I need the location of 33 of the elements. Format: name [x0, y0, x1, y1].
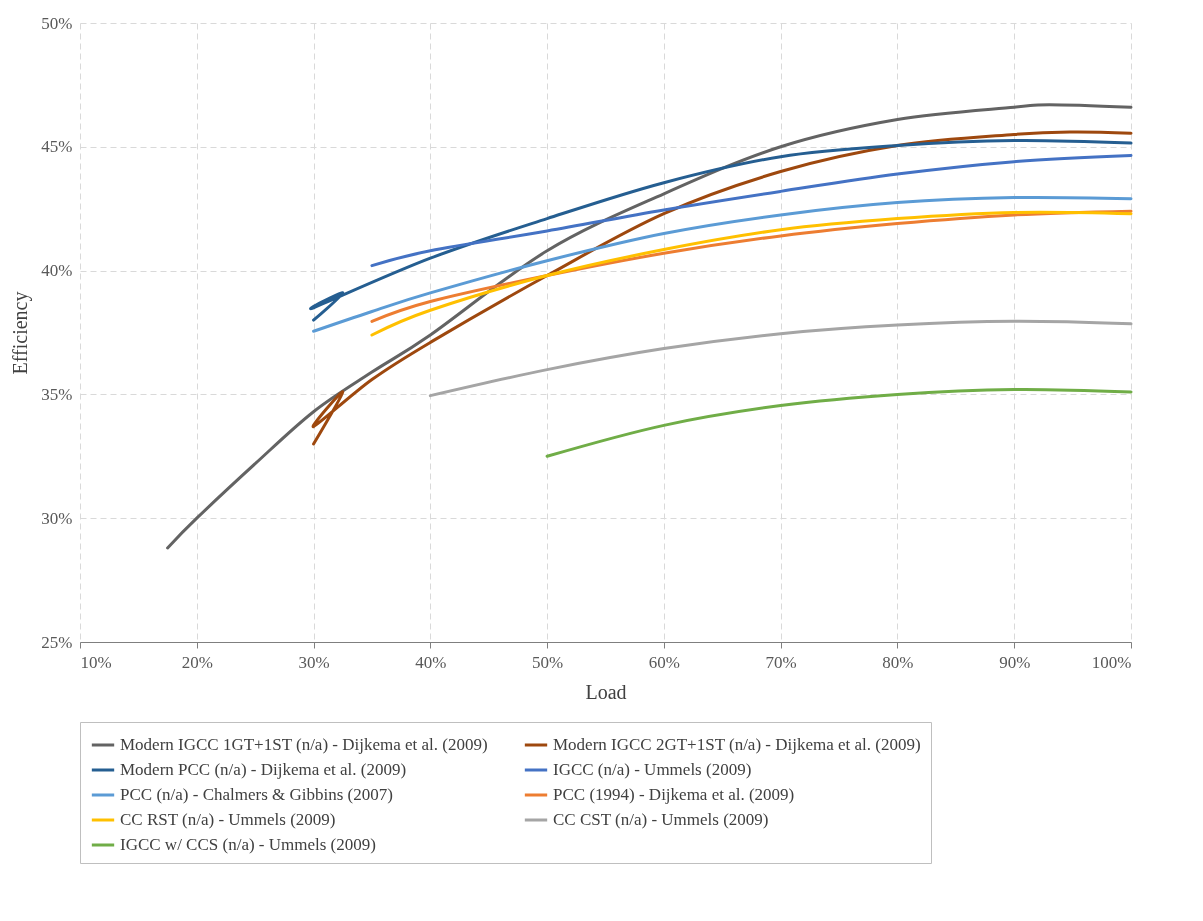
- legend-label: IGCC (n/a) - Ummels (2009): [553, 760, 752, 779]
- x-tick-label: 70%: [765, 652, 797, 672]
- legend-label: Modern PCC (n/a) - Dijkema et al. (2009): [120, 760, 407, 779]
- line-series: [166, 103, 1133, 550]
- line-series: [428, 319, 1133, 398]
- legend-label: PCC (1994) - Dijkema et al. (2009): [553, 785, 795, 804]
- y-tick-label: 40%: [41, 261, 73, 281]
- x-tick-label: 10%: [80, 652, 112, 672]
- y-tick-label: 25%: [41, 632, 73, 652]
- x-tick-label: 50%: [532, 652, 564, 672]
- x-tick-label: 20%: [181, 652, 213, 672]
- x-tick-label: 90%: [999, 652, 1031, 672]
- x-tick-label: 80%: [882, 652, 914, 672]
- legend-label: Modern IGCC 2GT+1ST (n/a) - Dijkema et al. (2009): [553, 735, 921, 754]
- y-axis-title: Efficiency: [9, 291, 33, 375]
- x-tick-label: 60%: [648, 652, 680, 672]
- y-tick-label: 35%: [41, 384, 73, 404]
- legend-label: IGCC w/ CCS (n/a) - Ummels (2009): [120, 835, 376, 854]
- x-axis-title: Load: [585, 680, 627, 703]
- line-series: [311, 130, 1133, 446]
- legend-label: CC RST (n/a) - Ummels (2009): [120, 810, 336, 829]
- x-tick-label: 40%: [415, 652, 447, 672]
- x-tick-label: 100%: [1091, 652, 1132, 672]
- legend-label: Modern IGCC 1GT+1ST (n/a) - Dijkema et al. (2009): [120, 735, 488, 754]
- y-tick-label: 50%: [41, 13, 73, 33]
- line-series: [312, 195, 1133, 333]
- y-tick-label: 30%: [41, 508, 73, 528]
- y-tick-label: 45%: [41, 137, 73, 157]
- x-tick-label: 30%: [298, 652, 330, 672]
- legend-label: CC CST (n/a) - Ummels (2009): [553, 810, 769, 829]
- line-series: [370, 153, 1133, 268]
- legend-label: PCC (n/a) - Chalmers & Gibbins (2007): [120, 785, 393, 804]
- line-series: [545, 387, 1133, 458]
